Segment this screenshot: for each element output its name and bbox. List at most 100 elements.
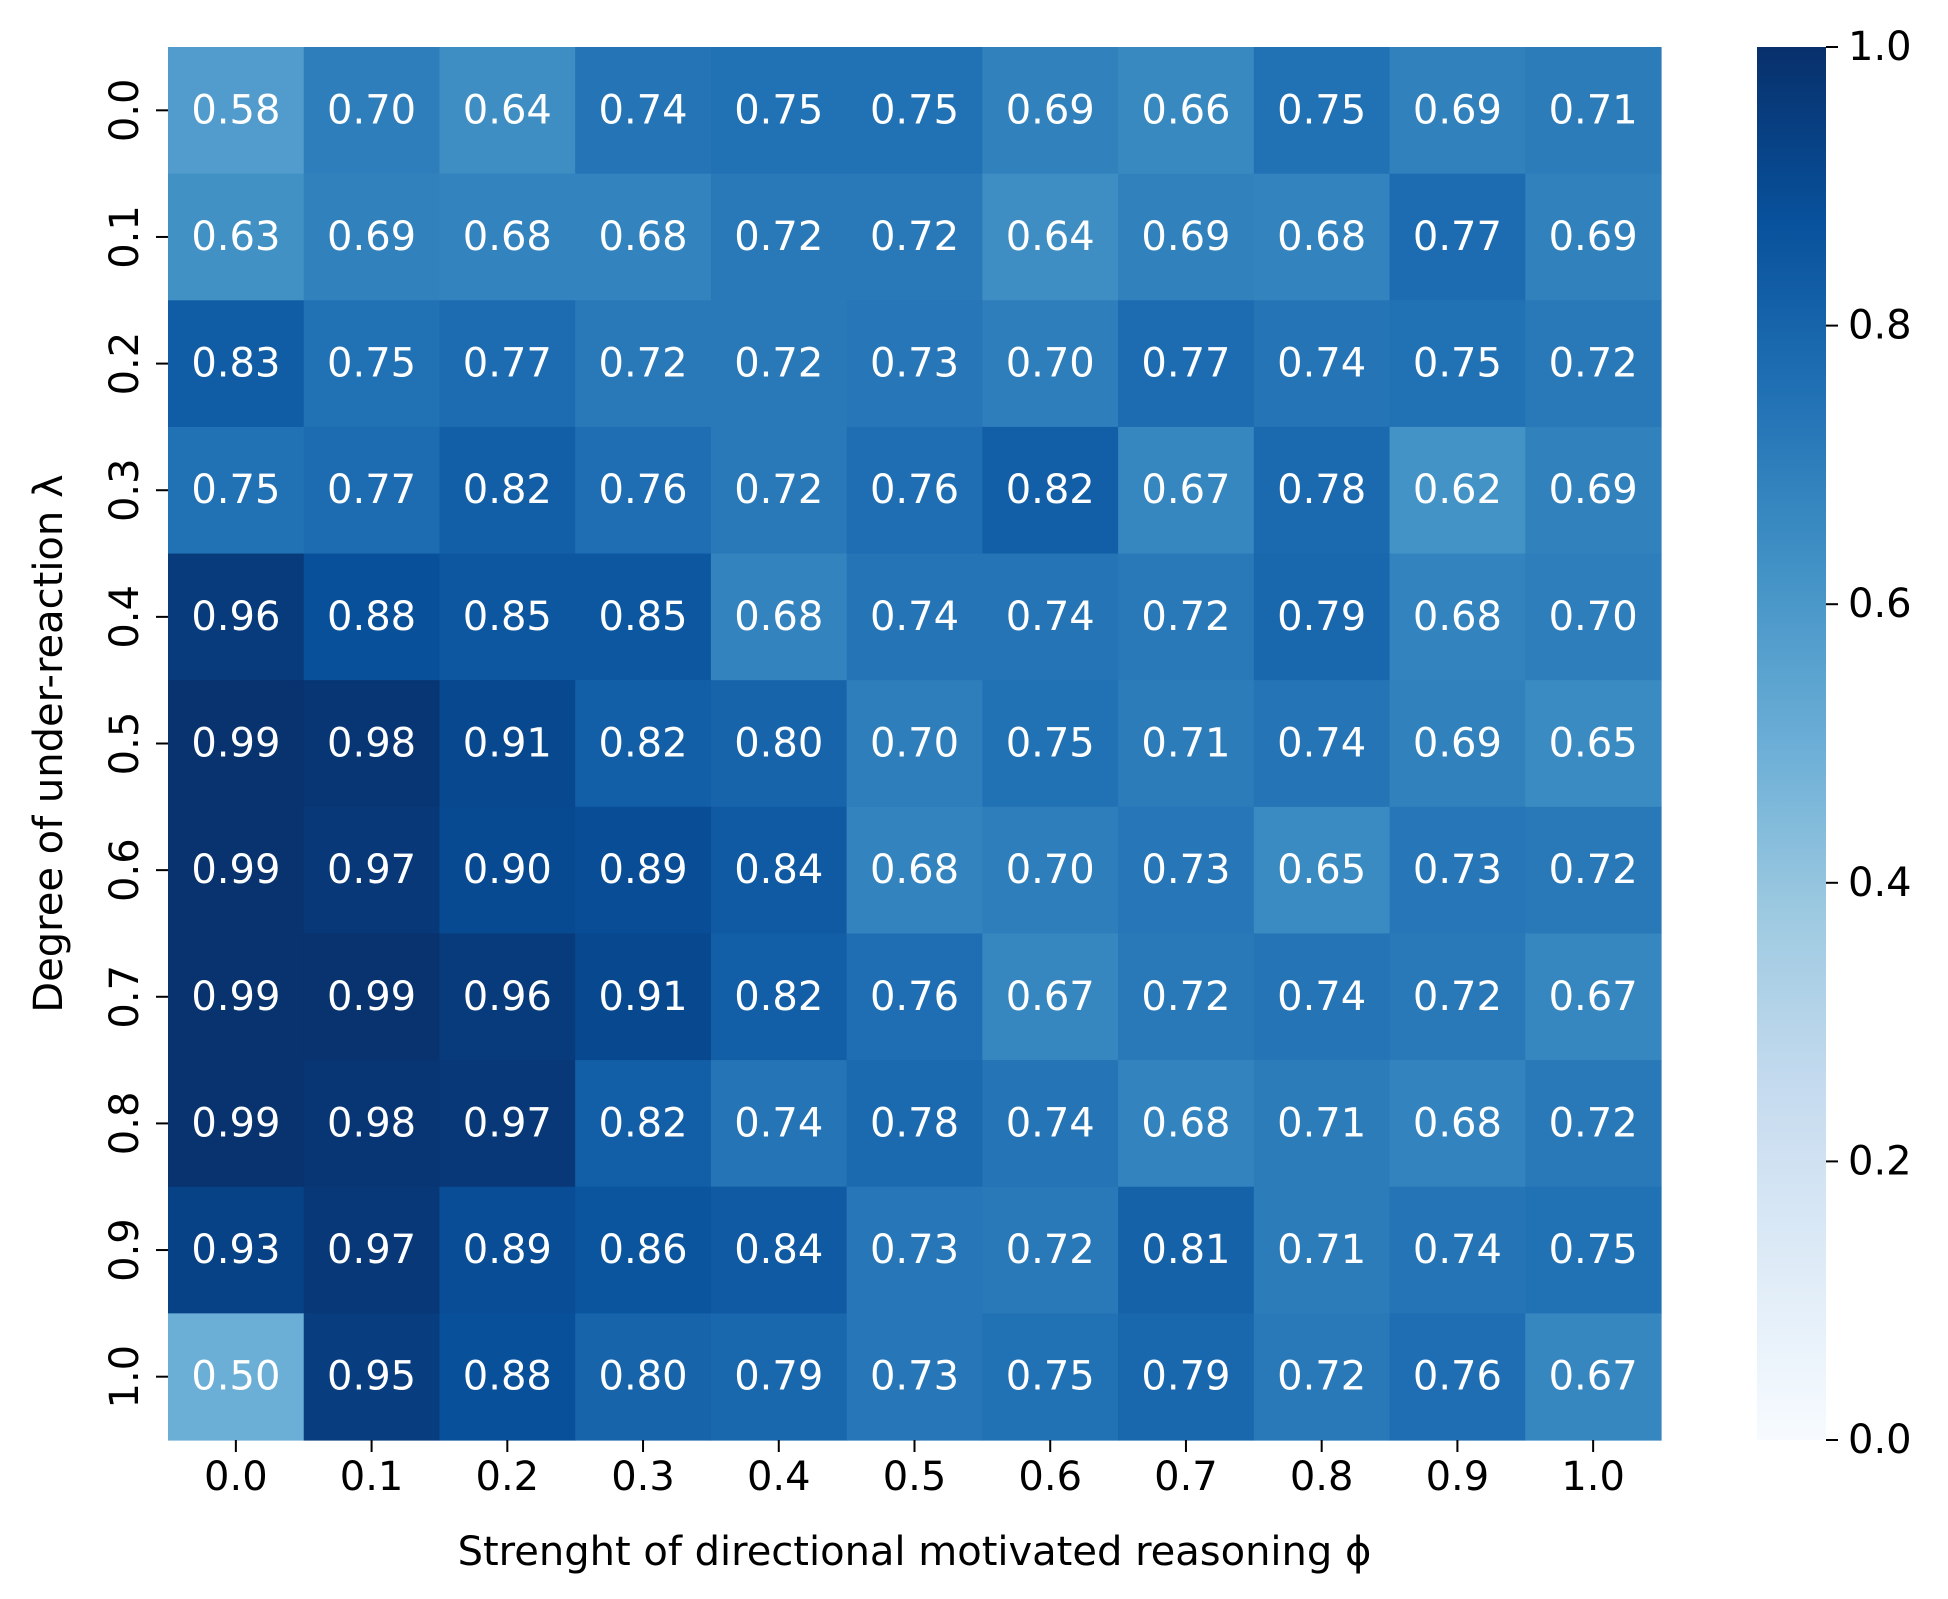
cell-value-label: 0.96 [463,974,552,1020]
colorbar-tick-label: 0.6 [1848,581,1912,627]
heatmap-cell [846,1186,983,1314]
heatmap-cell [846,426,983,555]
y-tick-label: 0.3 [102,458,148,522]
cell-value-label: 0.75 [870,87,959,133]
cell-value-label: 0.72 [870,214,959,260]
cell-value-label: 0.82 [1006,467,1095,513]
y-tick-label: 0.8 [102,1092,148,1156]
cell-value-label: 0.65 [1549,721,1638,767]
y-axis-title: Degree of under-reaction λ [26,474,72,1012]
heatmap-cell [168,173,305,301]
cell-value-label: 0.82 [599,1100,688,1146]
heatmap-cell [710,300,848,428]
colorbar-tick-label: 0.2 [1848,1138,1912,1184]
cell-value-label: 0.85 [599,594,688,640]
cell-value-label: 0.50 [191,1354,280,1400]
heatmap-cell [1525,806,1662,935]
colorbar: 0.0 0.2 0.4 0.6 0.8 1.0 [1757,24,1912,1463]
heatmap-cell [982,806,1119,935]
cell-value-label: 0.69 [1549,467,1638,513]
x-tick-label: 0.2 [476,1454,540,1500]
cell-value-label: 0.71 [1549,87,1638,133]
cell-value-label: 0.74 [1006,594,1095,640]
cell-value-label: 0.78 [1277,467,1366,513]
cell-value-label: 0.95 [327,1354,416,1400]
y-tick-label: 0.4 [102,585,148,649]
heatmap-cell [575,426,712,555]
cell-value-label: 0.89 [463,1227,552,1273]
heatmap-cell [710,553,848,681]
heatmap-cell [982,47,1119,175]
heatmap-cell [1253,806,1391,935]
heatmap-cell [982,1186,1119,1314]
y-tick-label: 0.2 [102,332,148,396]
cell-value-label: 0.75 [1549,1227,1638,1273]
heatmap-cell [575,47,712,175]
heatmap-cell [1253,426,1391,555]
y-tick-label: 0.6 [102,838,148,902]
heatmap-cell [710,680,848,808]
x-axis-title: Strenght of directional motivated reason… [458,1529,1372,1575]
cell-value-label: 0.75 [1277,87,1366,133]
cell-value-label: 0.77 [1413,214,1502,260]
heatmap-cell [1389,300,1526,428]
cell-value-label: 0.69 [1413,721,1502,767]
cell-value-label: 0.69 [327,214,416,260]
cell-value-label: 0.84 [734,1227,823,1273]
cell-value-label: 0.99 [327,974,416,1020]
cell-value-label: 0.68 [1413,594,1502,640]
cell-value-label: 0.70 [1006,847,1095,893]
cell-value-label: 0.86 [599,1227,688,1273]
heatmap-cell [1253,47,1391,175]
x-tick-label: 0.6 [1018,1454,1082,1500]
heatmap-cell [1118,680,1255,808]
cell-value-label: 0.72 [1141,974,1230,1020]
heatmap-cell [168,1186,305,1314]
cell-value-label: 0.76 [1413,1354,1502,1400]
heatmap-cell [575,1186,712,1314]
heatmap-cell [1525,1186,1662,1314]
cell-value-label: 0.68 [1413,1100,1502,1146]
x-tick-label: 0.7 [1154,1454,1218,1500]
heatmap-cell [1525,933,1662,1061]
cell-value-label: 0.78 [870,1100,959,1146]
heatmap-cell [303,1060,441,1188]
cell-value-label: 0.82 [734,974,823,1020]
cell-value-label: 0.72 [1006,1227,1095,1273]
cell-value-label: 0.76 [599,467,688,513]
heatmap-cell [982,553,1119,681]
cell-value-label: 0.69 [1006,87,1095,133]
cell-value-label: 0.68 [463,214,552,260]
heatmap-cell [1118,553,1255,681]
cell-value-label: 0.65 [1277,847,1366,893]
heatmap-grid [168,47,1662,1441]
heatmap-cell [710,173,848,301]
x-tick-label: 0.1 [340,1454,404,1500]
cell-value-label: 0.73 [870,341,959,387]
cell-value-label: 0.98 [327,1100,416,1146]
cell-value-label: 0.91 [599,974,688,1020]
heatmap-cell-labels: 0.58 0.70 0.64 0.74 0.75 0.75 0.69 0.66 0.75 0.69… [191,87,1637,1399]
cell-value-label: 0.76 [870,974,959,1020]
cell-value-label: 0.73 [870,1354,959,1400]
cell-value-label: 0.82 [463,467,552,513]
heatmap-cell [303,300,441,428]
cell-value-label: 0.71 [1277,1227,1366,1273]
heatmap-cell [1389,1186,1526,1314]
heatmap-cell [1118,1313,1255,1441]
heatmap-cell [1118,933,1255,1061]
colorbar-tick-label: 0.0 [1848,1417,1912,1463]
cell-value-label: 0.63 [191,214,280,260]
heatmap-cell [1118,806,1255,935]
cell-value-label: 0.83 [191,341,280,387]
heatmap-cell [168,553,305,681]
cell-value-label: 0.76 [870,467,959,513]
cell-value-label: 0.99 [191,721,280,767]
cell-value-label: 0.88 [327,594,416,640]
heatmap-cell [1389,1060,1526,1188]
heatmap-cell [439,680,576,808]
cell-value-label: 0.93 [191,1227,280,1273]
heatmap-cell [982,173,1119,301]
heatmap-cell [1525,426,1662,555]
heatmap-cell [846,300,983,428]
